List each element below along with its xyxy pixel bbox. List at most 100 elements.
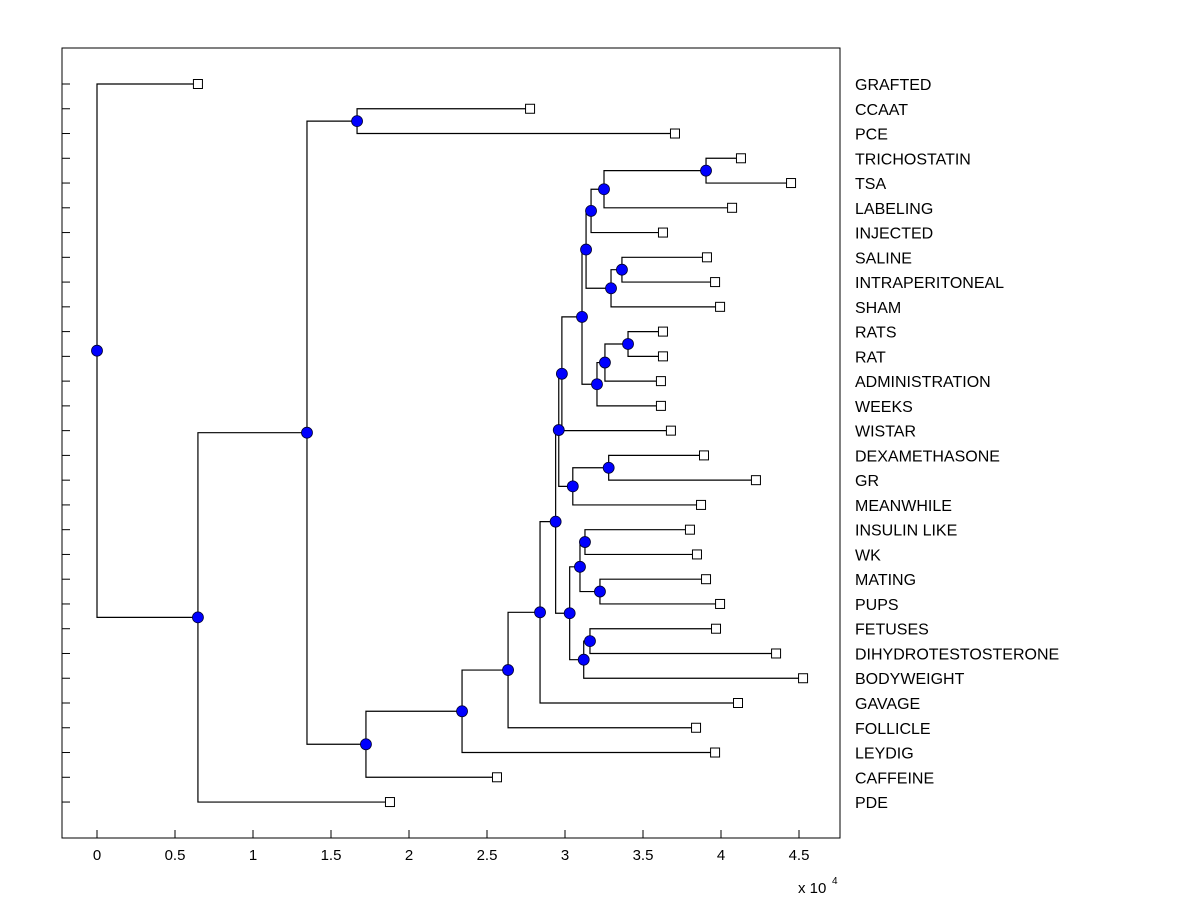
leaf-label: PCE <box>855 127 888 144</box>
leaf-marker <box>701 252 712 263</box>
branch-line <box>197 617 390 803</box>
branch-line <box>306 432 366 745</box>
merge-node <box>456 705 468 718</box>
leaf-label: RATS <box>855 325 896 342</box>
leaf-label: TRICHOSTATIN <box>855 151 971 168</box>
x-tick-label: 0.5 <box>165 847 186 864</box>
merge-node <box>580 243 592 256</box>
merge-node <box>360 738 372 751</box>
merge-node <box>622 338 634 350</box>
leaf-label: FOLLICLE <box>855 721 931 738</box>
x-multiplier: x 10 <box>798 880 826 897</box>
branch-line <box>365 744 497 778</box>
branch-line <box>539 612 739 704</box>
x-tick-label: 3.5 <box>633 847 654 864</box>
leaf-marker <box>655 376 666 387</box>
leaf-marker <box>733 698 744 708</box>
merge-node <box>579 536 591 548</box>
x-tick-label: 2 <box>405 847 413 864</box>
merge-node <box>301 426 313 439</box>
x-tick-label: 4 <box>717 847 725 864</box>
merge-node <box>552 424 565 436</box>
leaf-label: CCAAT <box>855 102 908 119</box>
merge-node <box>574 560 586 573</box>
leaf-label: WEEKS <box>855 399 913 416</box>
leaf-marker <box>669 128 680 139</box>
leaf-label: DIHYDROTESTOSTERONE <box>855 646 1059 663</box>
merge-node <box>91 344 103 357</box>
branch-line <box>604 362 661 382</box>
leaf-label: DEXAMETHASONE <box>855 448 1000 465</box>
branch-line <box>610 288 721 308</box>
merge-node <box>566 480 579 493</box>
leaf-label: SALINE <box>855 250 912 267</box>
branch-line <box>596 384 661 407</box>
branch-line <box>306 120 358 433</box>
leaf-label: WK <box>855 547 881 564</box>
x-tick-label: 4.5 <box>789 847 810 864</box>
branch-line <box>365 710 463 745</box>
merge-node <box>605 282 617 295</box>
leaf-label: WISTAR <box>855 424 916 441</box>
leaf-marker <box>735 153 746 164</box>
leaf-marker <box>696 499 707 510</box>
branch-line <box>585 249 612 289</box>
leaf-marker <box>657 326 668 337</box>
leaf-marker <box>710 277 721 288</box>
leaf-label: BODYWEIGHT <box>855 671 965 688</box>
leaf-marker <box>665 425 676 436</box>
leaf-label: PUPS <box>855 597 899 614</box>
merge-node <box>700 164 712 177</box>
leaf-marker <box>771 648 782 659</box>
merge-node <box>351 115 363 128</box>
x-multiplier-exponent: 4 <box>832 876 838 887</box>
leaf-marker <box>525 103 536 114</box>
merge-node <box>584 635 596 647</box>
merge-node <box>585 204 597 217</box>
leaf-label: TSA <box>855 176 886 193</box>
leaf-marker <box>711 623 722 634</box>
x-tick-label: 1.5 <box>321 847 342 864</box>
merge-node <box>598 183 610 196</box>
branch-line <box>197 432 307 618</box>
merge-node <box>602 461 615 474</box>
branch-line <box>572 486 702 506</box>
leaf-label: LEYDIG <box>855 746 914 763</box>
leaf-label: INSULIN LIKE <box>855 523 957 540</box>
plot-area <box>61 47 841 839</box>
merge-node <box>555 367 568 380</box>
merge-node <box>591 378 603 391</box>
x-tick-label: 1 <box>249 847 257 864</box>
leaf-label: ADMINISTRATION <box>855 374 991 391</box>
merge-node <box>594 585 606 598</box>
branch-line <box>507 670 697 729</box>
branch-line <box>590 210 663 234</box>
leaf-marker <box>655 400 666 411</box>
x-tick-label: 0 <box>93 847 101 864</box>
branch-line <box>579 566 600 593</box>
leaf-marker <box>727 202 738 213</box>
leaf-label: GRAFTED <box>855 77 931 94</box>
leaf-label: MEANWHILE <box>855 498 952 515</box>
leaf-label: MATING <box>855 572 916 589</box>
leaf-marker <box>786 178 797 189</box>
merge-node <box>576 310 588 323</box>
leaf-marker <box>701 574 712 585</box>
branch-line <box>604 343 629 363</box>
leaf-marker <box>657 351 668 362</box>
leaf-marker <box>691 549 702 560</box>
leaf-label: FETUSES <box>855 622 929 639</box>
leaf-label: GAVAGE <box>855 696 920 713</box>
merge-node <box>616 263 628 276</box>
merge-node <box>577 653 590 666</box>
leaf-marker <box>715 301 726 312</box>
leaf-marker <box>750 475 761 486</box>
leaf-marker <box>715 598 726 609</box>
branch-line <box>461 669 509 712</box>
leaf-marker <box>691 722 702 733</box>
leaf-marker <box>657 227 668 238</box>
merge-node <box>549 515 562 528</box>
merge-node <box>502 664 514 676</box>
leaf-marker <box>798 673 809 684</box>
branch-line <box>572 467 609 487</box>
